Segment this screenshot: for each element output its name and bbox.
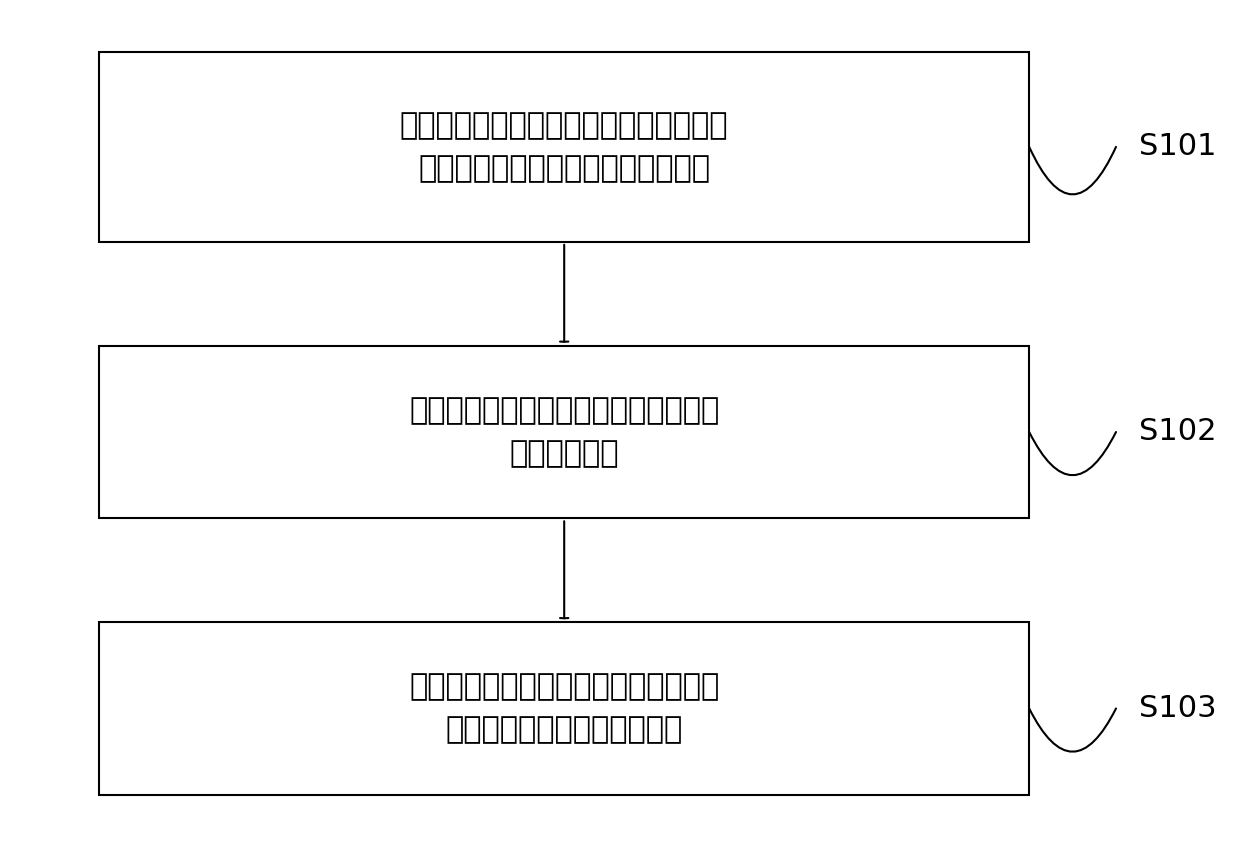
Text: 根据主回路发出的控制信号触发目标对象
，并将所述控制信号传输至验证回路: 根据主回路发出的控制信号触发目标对象 ，并将所述控制信号传输至验证回路 (401, 111, 728, 183)
Text: S102: S102 (1140, 417, 1216, 447)
FancyBboxPatch shape (99, 52, 1029, 242)
FancyBboxPatch shape (99, 622, 1029, 795)
Text: S103: S103 (1140, 694, 1216, 723)
Text: S101: S101 (1140, 132, 1216, 162)
Text: 通过所述采集装置获取所述目标对象的
完全触发时间: 通过所述采集装置获取所述目标对象的 完全触发时间 (409, 396, 719, 468)
Text: 利用所述验证回路验证得到所述完全触
发时间与理论触发时间的关系: 利用所述验证回路验证得到所述完全触 发时间与理论触发时间的关系 (409, 672, 719, 745)
FancyBboxPatch shape (99, 346, 1029, 518)
